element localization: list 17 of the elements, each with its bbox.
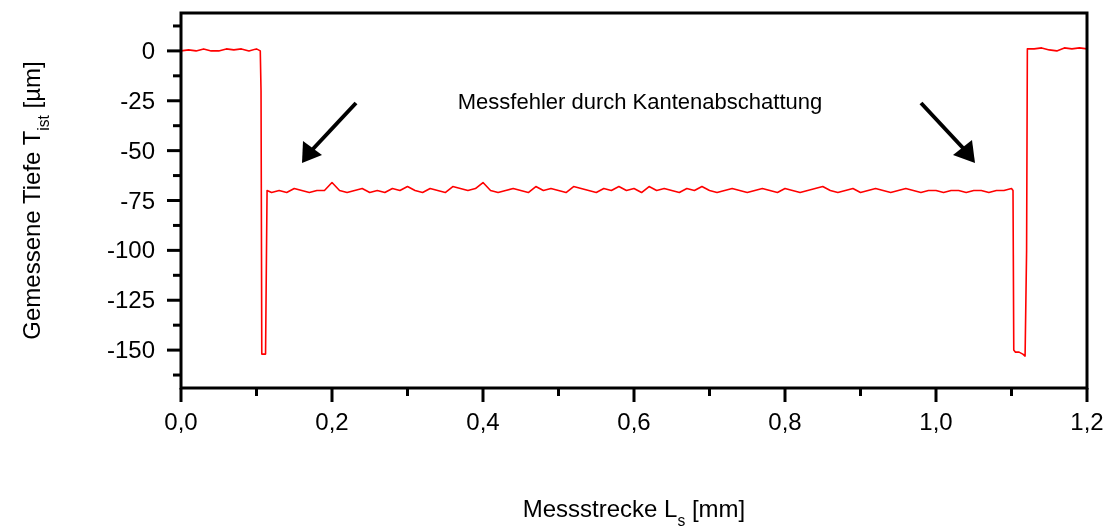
x-tick-label: 0,4 (466, 408, 500, 435)
y-tick-label: -125 (106, 286, 155, 314)
x-tick-label: 1,2 (1070, 408, 1104, 435)
y-tick-label: -100 (106, 236, 155, 264)
y-tick-label: -150 (106, 336, 155, 364)
x-tick-label: 0,8 (768, 408, 802, 435)
y-tick-label: 0 (141, 36, 155, 64)
x-tick-label: 0,0 (164, 408, 198, 435)
x-tick-label: 1,0 (919, 408, 953, 435)
line-series (180, 47, 1088, 357)
annotation: Messfehler durch Kantenabschattung (457, 89, 823, 114)
y-tick-label: -75 (120, 186, 155, 214)
y-tick-label: -25 (120, 86, 155, 114)
x-tick-label: 0,6 (617, 408, 651, 435)
x-axis-title: Messstrecke L$_{s}$ [mm] (522, 495, 746, 529)
x-tick-label: 0,2 (315, 408, 349, 435)
y-tick-label: -50 (120, 136, 155, 164)
